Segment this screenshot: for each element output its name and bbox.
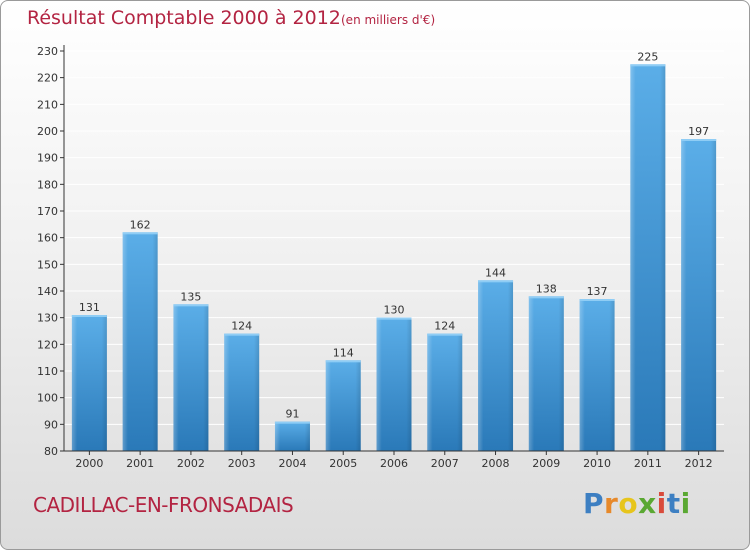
value-label: 162	[130, 218, 151, 231]
bar-shade	[528, 296, 564, 451]
value-label: 131	[79, 301, 100, 314]
x-tick-label: 2012	[685, 457, 713, 470]
bar-shade	[122, 232, 158, 451]
x-tick-label: 2007	[431, 457, 459, 470]
logo-letter: o	[618, 487, 639, 520]
logo-letter: r	[604, 487, 619, 520]
chart-subtitle: (en milliers d'€)	[341, 13, 436, 27]
location-name: CADILLAC-EN-FRONSADAIS	[33, 493, 294, 517]
bar-shade	[478, 280, 514, 451]
bar-shade	[681, 139, 717, 451]
x-tick-label: 2010	[583, 457, 611, 470]
value-label: 114	[333, 346, 354, 359]
y-tick-label: 230	[37, 45, 58, 58]
bar-top-highlight	[427, 333, 463, 336]
bar-top-highlight	[681, 139, 717, 141]
value-label: 91	[285, 408, 299, 421]
value-label: 197	[688, 125, 709, 138]
y-tick-label: 130	[37, 312, 58, 325]
bar-shade	[630, 64, 666, 452]
proxiti-logo: Proxiti	[583, 487, 691, 520]
chart-title: Résultat Comptable 2000 à 2012	[27, 7, 341, 29]
bar-top-highlight	[173, 304, 209, 307]
y-tick-label: 200	[37, 125, 58, 138]
bar-top-highlight	[274, 421, 310, 424]
y-tick-label: 160	[37, 232, 58, 245]
value-label: 135	[180, 290, 201, 303]
bar-top-highlight	[528, 296, 564, 299]
x-tick-label: 2011	[634, 457, 662, 470]
value-label: 138	[536, 282, 557, 295]
y-tick-label: 110	[37, 365, 58, 378]
x-tick-label: 2003	[228, 457, 256, 470]
x-tick-label: 2009	[532, 457, 560, 470]
value-label: 225	[637, 50, 658, 63]
bar-shade	[376, 317, 412, 451]
y-tick-label: 120	[37, 338, 58, 351]
value-label: 124	[231, 320, 252, 333]
bar-top-highlight	[325, 360, 361, 363]
y-tick-label: 220	[37, 72, 58, 85]
y-tick-label: 100	[37, 392, 58, 405]
x-tick-label: 2006	[380, 457, 408, 470]
bar-shade	[71, 315, 107, 451]
x-tick-label: 2001	[126, 457, 154, 470]
bar-shade	[427, 333, 463, 451]
x-tick-label: 2004	[278, 457, 306, 470]
bar-shade	[579, 299, 615, 451]
value-label: 130	[384, 304, 405, 317]
x-tick-label: 2002	[177, 457, 205, 470]
y-tick-label: 150	[37, 258, 58, 271]
bar-top-highlight	[71, 315, 107, 317]
bar-top-highlight	[579, 299, 615, 301]
bar-top-highlight	[376, 317, 412, 320]
logo-letter: t	[666, 487, 681, 520]
logo-letter: P	[583, 487, 605, 520]
value-label: 144	[485, 266, 506, 279]
bars: 131 162 135 124 91 114 130 124 144 138 137 225 197	[71, 50, 717, 452]
y-tick-label: 80	[44, 445, 58, 458]
value-label: 137	[587, 285, 608, 298]
axes: 80 90 100 110 120 130 140 150 160 170 180 190 200 210…	[37, 45, 724, 470]
logo-letter: x	[638, 487, 657, 520]
bar-top-highlight	[630, 64, 666, 67]
y-tick-label: 170	[37, 205, 58, 218]
x-tick-label: 2005	[329, 457, 357, 470]
value-label: 124	[434, 320, 455, 333]
bar-top-highlight	[478, 280, 514, 283]
y-tick-label: 180	[37, 178, 58, 191]
bar-top-highlight	[224, 333, 260, 336]
x-tick-label: 2008	[482, 457, 510, 470]
bar-shade	[224, 333, 260, 451]
logo-letter: i	[680, 487, 691, 520]
bar-shade	[325, 360, 361, 451]
y-tick-label: 90	[44, 418, 58, 431]
bar-shade	[274, 421, 310, 451]
bar-top-highlight	[122, 232, 158, 235]
y-tick-label: 190	[37, 152, 58, 165]
x-tick-label: 2000	[75, 457, 103, 470]
y-tick-label: 210	[37, 98, 58, 111]
bar-shade	[173, 304, 209, 451]
y-tick-label: 140	[37, 285, 58, 298]
logo-letter: i	[656, 487, 667, 520]
